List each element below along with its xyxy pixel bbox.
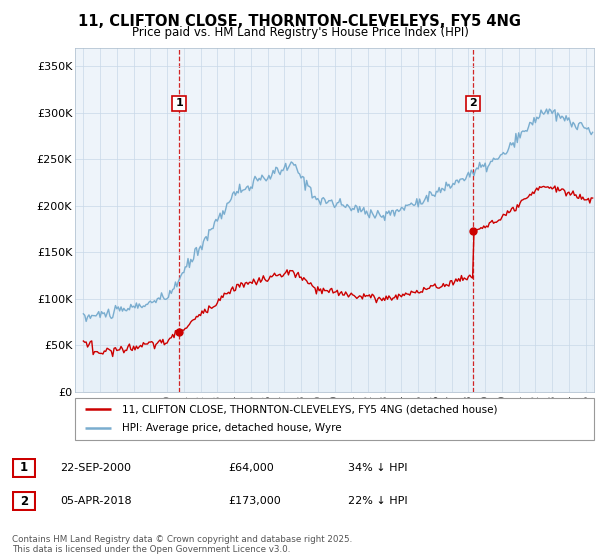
Text: 1: 1: [20, 461, 28, 474]
Text: 11, CLIFTON CLOSE, THORNTON-CLEVELEYS, FY5 4NG: 11, CLIFTON CLOSE, THORNTON-CLEVELEYS, F…: [79, 14, 521, 29]
Text: £173,000: £173,000: [228, 496, 281, 506]
FancyBboxPatch shape: [13, 492, 35, 510]
Text: 34% ↓ HPI: 34% ↓ HPI: [348, 463, 407, 473]
FancyBboxPatch shape: [13, 459, 35, 477]
Text: 22-SEP-2000: 22-SEP-2000: [60, 463, 131, 473]
Text: £64,000: £64,000: [228, 463, 274, 473]
Text: 11, CLIFTON CLOSE, THORNTON-CLEVELEYS, FY5 4NG (detached house): 11, CLIFTON CLOSE, THORNTON-CLEVELEYS, F…: [122, 404, 497, 414]
Text: 22% ↓ HPI: 22% ↓ HPI: [348, 496, 407, 506]
Text: 2: 2: [469, 99, 477, 109]
Text: HPI: Average price, detached house, Wyre: HPI: Average price, detached house, Wyre: [122, 423, 341, 433]
Text: 05-APR-2018: 05-APR-2018: [60, 496, 131, 506]
Text: 2: 2: [20, 494, 28, 508]
Text: Price paid vs. HM Land Registry's House Price Index (HPI): Price paid vs. HM Land Registry's House …: [131, 26, 469, 39]
FancyBboxPatch shape: [75, 398, 594, 440]
Text: 1: 1: [175, 99, 183, 109]
Text: Contains HM Land Registry data © Crown copyright and database right 2025.
This d: Contains HM Land Registry data © Crown c…: [12, 535, 352, 554]
